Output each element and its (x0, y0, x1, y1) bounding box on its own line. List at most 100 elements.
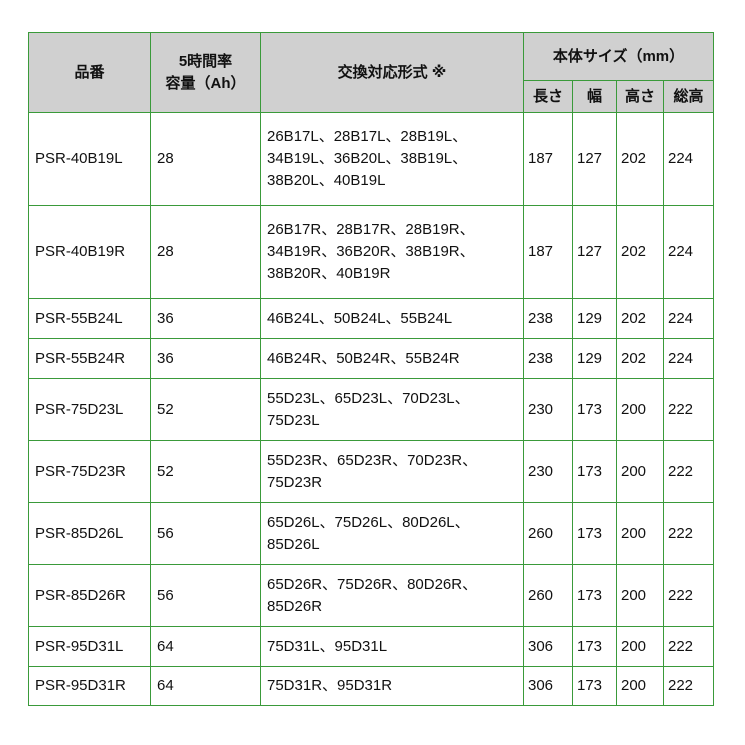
compat-line: 65D26L、75D26L、80D26L、 (267, 513, 470, 531)
header-capacity-line1: 5時間率 (178, 52, 233, 70)
cell-capacity: 36 (150, 338, 261, 379)
cell-model: PSR-75D23R (28, 440, 151, 503)
cell-capacity: 36 (150, 298, 261, 339)
cell-model: PSR-95D31L (28, 626, 151, 667)
table-row: PSR-40B19L 28 26B17L、28B17L、28B19L、 34B19L、… (28, 112, 715, 206)
compat-line: 75D23R (267, 473, 323, 491)
cell-model: PSR-85D26L (28, 502, 151, 565)
header-height: 高さ (616, 80, 664, 113)
table-row: PSR-55B24R 36 46B24R、50B24R、55B24R 238 129 20… (28, 338, 715, 379)
cell-width: 173 (572, 626, 617, 667)
cell-capacity: 56 (150, 564, 261, 627)
cell-compat: 26B17L、28B17L、28B19L、 34B19L、36B20L、38B19… (260, 112, 524, 206)
cell-width: 173 (572, 378, 617, 441)
cell-length: 306 (523, 666, 573, 706)
compat-line: 26B17R、28B17R、28B19R、 (267, 221, 475, 238)
cell-capacity: 64 (150, 666, 261, 706)
table-row: PSR-75D23R 52 55D23R、65D23R、70D23R、 75D23R 2… (28, 440, 715, 503)
cell-total: 224 (662, 338, 715, 379)
cell-capacity: 64 (150, 626, 261, 667)
header-total-height: 総高 (662, 80, 715, 113)
compat-line: 75D31L、95D31L (267, 637, 388, 655)
cell-capacity: 56 (150, 502, 261, 565)
cell-height: 200 (616, 440, 664, 503)
compat-line: 65D26R、75D26R、80D26R、 (267, 575, 478, 593)
cell-width: 127 (572, 205, 617, 299)
cell-height: 202 (616, 338, 664, 379)
cell-compat: 46B24R、50B24R、55B24R (260, 338, 524, 379)
header-capacity: 5時間率容量（Ah） (150, 32, 261, 113)
battery-spec-table: 品番 5時間率 容量（Ah） 交換対応形式 ※ 本体サイズ（mm） 長さ 幅 高さ… (28, 32, 715, 706)
compat-line: 46B24L、50B24L、55B24L (267, 309, 453, 327)
cell-compat: 26B17R、28B17R、28B19R、 34B19R、36B20R、38B19… (260, 205, 524, 299)
compat-line: 34B19R、36B20R、38B19R、 (267, 243, 475, 260)
cell-total: 224 (662, 298, 715, 339)
compat-line: 38B20R、40B19R (267, 265, 391, 282)
cell-total: 222 (662, 378, 715, 441)
cell-model: PSR-40B19L (28, 112, 151, 206)
cell-height: 200 (616, 666, 664, 706)
compat-line: 34B19L、36B20L、38B19L、 (267, 150, 468, 167)
header-size: 本体サイズ（mm） (522, 32, 715, 81)
cell-compat: 65D26L、75D26L、80D26L、 85D26L (260, 502, 524, 565)
cell-compat: 75D31L、95D31L (260, 626, 524, 667)
compat-line: 55D23R、65D23R、70D23R、 (267, 451, 478, 469)
cell-model: PSR-75D23L (28, 378, 151, 441)
cell-height: 200 (616, 378, 664, 441)
cell-total: 224 (662, 112, 715, 206)
cell-compat: 65D26R、75D26R、80D26R、 85D26R (260, 564, 524, 627)
table-row: PSR-55B24L 36 46B24L、50B24L、55B24L 238 129 20… (28, 298, 715, 339)
compat-line: 75D23L (267, 411, 320, 429)
cell-compat: 46B24L、50B24L、55B24L (260, 298, 524, 339)
compat-line: 26B17L、28B17L、28B19L、 (267, 128, 468, 145)
header-model: 品番 (28, 32, 151, 113)
cell-length: 187 (523, 205, 573, 299)
cell-height: 200 (616, 564, 664, 627)
cell-model: PSR-85D26R (28, 564, 151, 627)
cell-total: 224 (662, 205, 715, 299)
cell-length: 238 (523, 298, 573, 339)
table-row: PSR-95D31R 64 75D31R、95D31R 306 173 200 222 (28, 666, 715, 706)
cell-width: 173 (572, 564, 617, 627)
cell-model: PSR-40B19R (28, 205, 151, 299)
cell-width: 129 (572, 298, 617, 339)
cell-width: 173 (572, 666, 617, 706)
cell-width: 173 (572, 440, 617, 503)
cell-width: 127 (572, 112, 617, 206)
cell-height: 202 (616, 205, 664, 299)
cell-total: 222 (662, 626, 715, 667)
compat-line: 75D31R、95D31R (267, 677, 393, 694)
cell-compat: 55D23L、65D23L、70D23L、 75D23L (260, 378, 524, 441)
compat-line: 46B24R、50B24R、55B24R (267, 349, 460, 367)
cell-capacity: 28 (150, 205, 261, 299)
cell-model: PSR-95D31R (28, 666, 151, 706)
cell-total: 222 (662, 440, 715, 503)
compat-line: 38B20L、40B19L (267, 172, 386, 189)
compat-line: 55D23L、65D23L、70D23L、 (267, 389, 470, 407)
cell-length: 260 (523, 502, 573, 565)
table-row: PSR-95D31L 64 75D31L、95D31L 306 173 200 222 (28, 626, 715, 667)
table-row: PSR-85D26R 56 65D26R、75D26R、80D26R、 85D26R 2… (28, 564, 715, 627)
cell-width: 129 (572, 338, 617, 379)
cell-length: 230 (523, 440, 573, 503)
table-row: PSR-85D26L 56 65D26L、75D26L、80D26L、 85D26L 2… (28, 502, 715, 565)
cell-model: PSR-55B24L (28, 298, 151, 339)
cell-length: 187 (523, 112, 573, 206)
cell-height: 200 (616, 626, 664, 667)
cell-height: 202 (616, 298, 664, 339)
header-capacity-line2: 容量（Ah） (165, 74, 246, 92)
header-length: 長さ (523, 80, 573, 113)
cell-width: 173 (572, 502, 617, 565)
cell-length: 238 (523, 338, 573, 379)
table-row: PSR-40B19R 28 26B17R、28B17R、28B19R、 34B19R、… (28, 205, 715, 299)
cell-height: 202 (616, 112, 664, 206)
header-compat: 交換対応形式 ※ (260, 32, 524, 113)
cell-length: 260 (523, 564, 573, 627)
cell-total: 222 (662, 564, 715, 627)
cell-capacity: 52 (150, 378, 261, 441)
cell-length: 306 (523, 626, 573, 667)
compat-line: 85D26L (267, 535, 320, 553)
cell-compat: 75D31R、95D31R (260, 666, 524, 706)
table-row: PSR-75D23L 52 55D23L、65D23L、70D23L、 75D23L 2… (28, 378, 715, 441)
cell-compat: 55D23R、65D23R、70D23R、 75D23R (260, 440, 524, 503)
